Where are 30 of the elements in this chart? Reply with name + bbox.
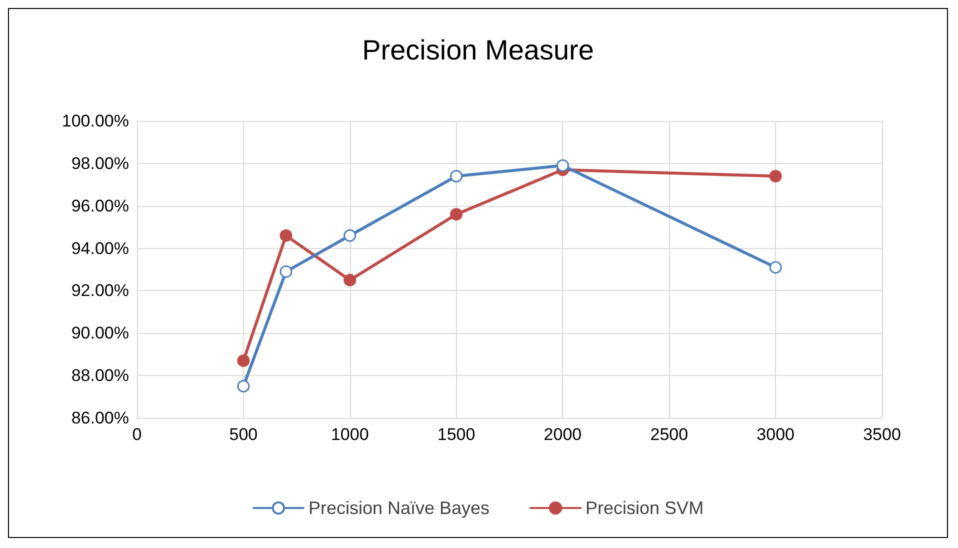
y-tick-label: 92.00% (71, 281, 129, 300)
y-tick-label: 88.00% (71, 366, 129, 386)
point (344, 229, 356, 242)
point (280, 265, 292, 278)
point (450, 170, 463, 182)
x-tick-label: 3000 (756, 425, 794, 444)
x-tick-label: 1000 (330, 425, 369, 444)
point (556, 159, 569, 172)
x-tick-label: 2000 (544, 425, 582, 444)
chart-title: Precision Measure (362, 34, 594, 66)
point (450, 208, 463, 221)
y-tick-label: 90.00% (71, 324, 129, 343)
point (280, 229, 292, 242)
legend-label: Precision Naïve Bayes (308, 498, 490, 518)
y-tick-label: 86.00% (71, 408, 129, 428)
point (237, 354, 250, 367)
y-tick-label: 100.00% (62, 112, 129, 130)
point (769, 261, 782, 274)
x-tick-label: 1500 (437, 425, 476, 444)
y-tick-label: 94.00% (71, 238, 129, 258)
y-tick-label: 98.00% (71, 154, 129, 173)
x-tick-label: 2500 (650, 425, 688, 444)
point (769, 170, 782, 182)
y-tick-label: 96.00% (71, 196, 129, 216)
point (344, 274, 356, 286)
x-tick-label: 0 (132, 425, 142, 444)
x-tick-label: 500 (229, 425, 258, 444)
point (237, 380, 250, 392)
x-tick-label: 3500 (863, 425, 901, 444)
legend-label: Precision SVM (586, 498, 704, 518)
